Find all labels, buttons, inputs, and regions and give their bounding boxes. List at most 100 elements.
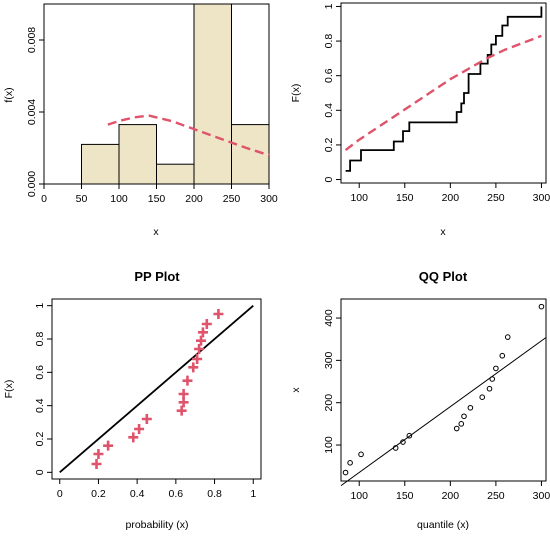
pp-point bbox=[194, 344, 205, 354]
histogram-x-tick-label: 300 bbox=[260, 193, 278, 205]
qq-point bbox=[538, 303, 545, 310]
pp-point bbox=[134, 424, 145, 434]
pp-point bbox=[201, 319, 212, 329]
pp-plot-ylabel: F(x) bbox=[3, 380, 15, 399]
histogram-y-tick-label: 0.008 bbox=[26, 27, 38, 53]
qq-point bbox=[493, 365, 499, 372]
qq-reference-line bbox=[340, 337, 547, 487]
pp-point bbox=[192, 354, 203, 364]
qq-plot-y-tick-label: 200 bbox=[323, 394, 335, 412]
pp-plot-y-tick-label: 0 bbox=[34, 469, 46, 475]
qq-point bbox=[479, 394, 486, 400]
qq-point bbox=[347, 460, 353, 466]
cdf-y-tick-label: 0.2 bbox=[323, 137, 335, 152]
cdf-y-tick-label: 0.8 bbox=[323, 34, 335, 49]
qq-plot-x-tick-label: 150 bbox=[396, 490, 414, 502]
pp-plot-box bbox=[51, 298, 262, 480]
qq-plot-panel: QQ Plot quantile (x) x 100 150 200 250 300 10… bbox=[290, 269, 550, 531]
histogram-x-tick-label: 200 bbox=[185, 193, 203, 205]
cdf-y-tick-label: 0.4 bbox=[323, 103, 335, 118]
qq-point bbox=[504, 334, 511, 340]
qq-point bbox=[400, 439, 406, 445]
qq-plot-y-tick-label: 400 bbox=[323, 309, 335, 327]
pp-plot-x-tick-label: 0.8 bbox=[207, 488, 222, 500]
pp-plot-y-tick-label: 1 bbox=[34, 303, 46, 309]
qq-point bbox=[342, 469, 349, 476]
histogram-x-tick-label: 100 bbox=[110, 193, 128, 205]
histogram-bar bbox=[118, 124, 157, 185]
cdf-plot-box bbox=[340, 2, 547, 184]
qq-point bbox=[499, 352, 506, 359]
pp-plot-xlabel: probability (x) bbox=[125, 519, 188, 531]
cdf-x-tick-label: 300 bbox=[533, 192, 550, 204]
qq-plot-y-tick-label: 100 bbox=[323, 436, 335, 454]
qq-plot-x-tick-label: 200 bbox=[442, 490, 460, 502]
pp-point bbox=[176, 405, 187, 416]
pp-plot-x-tick-label: 0 bbox=[57, 488, 63, 500]
histogram-y-tick-label: 0.000 bbox=[26, 171, 38, 197]
cdf-x-tick-label: 200 bbox=[442, 192, 460, 204]
cdf-panel: x F(x) 100 150 200 250 300 0 0.2 0.4 0.6 0.8 1 bbox=[290, 2, 550, 238]
empirical-cdf-step bbox=[345, 6, 543, 172]
qq-point bbox=[406, 432, 413, 439]
qq-plot-title: QQ Plot bbox=[419, 269, 468, 284]
pp-plot-y-tick-label: 0.2 bbox=[34, 432, 46, 447]
pp-plot-y-tick-label: 0.8 bbox=[34, 332, 46, 347]
pp-point bbox=[196, 335, 207, 346]
histogram-x-tick-label: 0 bbox=[41, 193, 47, 205]
qq-plot-x-tick-label: 100 bbox=[350, 490, 368, 502]
pp-plot-title: PP Plot bbox=[134, 269, 180, 284]
qq-point bbox=[489, 376, 496, 382]
histogram-bar bbox=[156, 163, 195, 185]
histogram-ylabel: f(x) bbox=[3, 87, 15, 102]
fitted-density-curve bbox=[107, 114, 270, 157]
pp-reference-line bbox=[59, 304, 254, 474]
cdf-xlabel: x bbox=[440, 226, 446, 238]
cdf-y-tick-label: 0.6 bbox=[323, 68, 335, 83]
pp-plot-y-tick-label: 0.6 bbox=[34, 365, 46, 380]
pp-point bbox=[213, 309, 224, 319]
cdf-x-tick-label: 150 bbox=[396, 192, 414, 204]
qq-plot-y-tick-label: 300 bbox=[323, 351, 335, 369]
cdf-x-tick-label: 250 bbox=[487, 192, 505, 204]
histogram-bar bbox=[193, 3, 232, 185]
histogram-x-tick-label: 50 bbox=[76, 193, 88, 205]
qq-plot-box bbox=[340, 298, 547, 482]
cdf-x-tick-label: 100 bbox=[350, 192, 368, 204]
pp-plot-panel: PP Plot probability (x) F(x) 0 0.2 0.4 0.6 0… bbox=[3, 269, 262, 531]
qq-point bbox=[458, 421, 465, 427]
cdf-y-tick-label: 0 bbox=[323, 176, 335, 182]
pp-point bbox=[91, 459, 102, 469]
histogram-bar bbox=[81, 143, 120, 185]
histogram-x-tick-label: 150 bbox=[148, 193, 166, 205]
histogram-panel: x f(x) 0 50 100 150 200 250 300 0.000 0.004 0.008 bbox=[3, 3, 278, 238]
qq-point bbox=[453, 425, 460, 432]
histogram-xlabel: x bbox=[153, 226, 159, 238]
qq-point bbox=[461, 413, 467, 420]
pp-plot-x-tick-label: 0.2 bbox=[91, 488, 106, 500]
pp-plot-x-tick-label: 0.4 bbox=[130, 488, 145, 500]
pp-point bbox=[188, 362, 199, 373]
qq-plot-x-tick-label: 250 bbox=[487, 490, 505, 502]
histogram-bar bbox=[231, 124, 270, 185]
qq-point bbox=[358, 451, 364, 458]
qq-plot-xlabel: quantile (x) bbox=[417, 519, 469, 531]
pp-point bbox=[93, 449, 104, 459]
pp-point bbox=[128, 432, 139, 443]
pp-plot-x-tick-label: 1 bbox=[250, 488, 256, 500]
pp-point bbox=[197, 327, 208, 338]
pp-plot-y-tick-label: 0.4 bbox=[34, 398, 46, 413]
pp-point bbox=[103, 440, 114, 451]
pp-plot-x-tick-label: 0.6 bbox=[169, 488, 184, 500]
fitted-cdf-curve bbox=[344, 34, 542, 152]
cdf-y-tick-label: 1 bbox=[323, 3, 335, 9]
qq-point bbox=[486, 385, 493, 392]
pp-point bbox=[178, 389, 189, 399]
qq-point bbox=[467, 404, 474, 411]
pp-point bbox=[182, 375, 193, 386]
histogram-y-tick-label: 0.004 bbox=[26, 99, 38, 125]
qq-plot-ylabel: x bbox=[290, 387, 302, 393]
cdf-ylabel: F(x) bbox=[290, 84, 302, 103]
pp-point bbox=[141, 414, 152, 424]
